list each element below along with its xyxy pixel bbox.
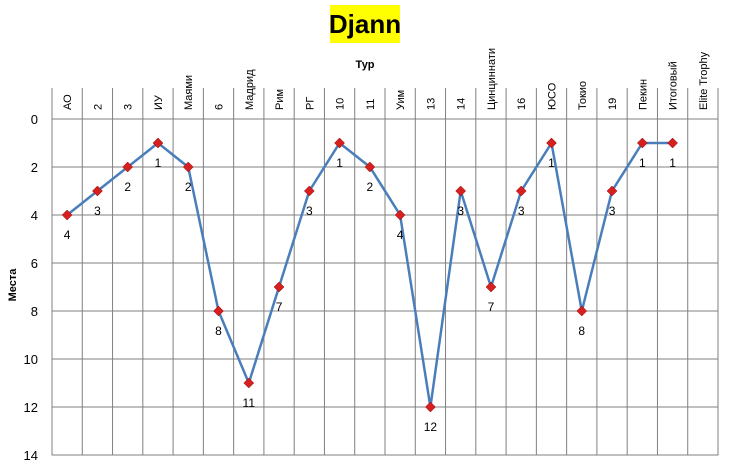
data-point bbox=[425, 401, 436, 413]
y-axis-title: Места bbox=[7, 268, 19, 302]
x-tick-label: 10 bbox=[335, 98, 347, 110]
data-label: 4 bbox=[64, 228, 71, 242]
x-tick-label: 19 bbox=[607, 98, 619, 110]
data-label: 3 bbox=[94, 204, 101, 218]
series-markers bbox=[61, 137, 678, 413]
x-tick-label: 11 bbox=[365, 99, 377, 110]
data-point bbox=[576, 305, 588, 317]
x-tick-label: Маями bbox=[183, 75, 195, 110]
x-tick-label: АО bbox=[62, 94, 74, 110]
data-point bbox=[364, 161, 376, 173]
data-point bbox=[455, 185, 467, 197]
data-point bbox=[515, 185, 527, 197]
x-tick-label: Цинциннати bbox=[486, 48, 498, 110]
chart-title: Djann bbox=[329, 9, 401, 39]
x-tick-label: Токио bbox=[577, 81, 589, 110]
data-label: 1 bbox=[336, 156, 343, 170]
x-tick-label: Уим bbox=[395, 90, 407, 110]
y-tick-label: 6 bbox=[31, 256, 38, 271]
x-tick-label: Итоговый bbox=[668, 61, 680, 110]
data-point bbox=[606, 185, 618, 197]
chart-title-box bbox=[330, 5, 400, 43]
data-point bbox=[213, 305, 224, 317]
y-tick-labels: 0 2 4 6 8 10 12 14 bbox=[24, 112, 38, 463]
data-point bbox=[667, 137, 678, 149]
y-tick-label: 4 bbox=[31, 208, 38, 223]
x-tick-label: ИУ bbox=[153, 94, 165, 110]
x-tick-label: 13 bbox=[425, 98, 437, 110]
x-tick-label: 16 bbox=[516, 98, 528, 110]
x-tick-label: Мадрид bbox=[244, 69, 256, 110]
data-label: 3 bbox=[518, 204, 525, 218]
x-tick-label: РГ bbox=[304, 97, 316, 110]
y-tick-label: 10 bbox=[24, 352, 38, 367]
x-axis-title: Тур bbox=[356, 59, 375, 71]
data-label: 12 bbox=[424, 420, 438, 434]
data-label: 7 bbox=[276, 300, 283, 314]
data-point bbox=[303, 185, 315, 197]
x-tick-label: Пекин bbox=[637, 79, 649, 110]
data-label: 4 bbox=[397, 228, 404, 242]
data-label: 2 bbox=[367, 180, 374, 194]
x-tick-label: ЮСО bbox=[547, 82, 559, 110]
data-point bbox=[243, 377, 255, 389]
data-point bbox=[61, 209, 73, 221]
x-tick-label: 2 bbox=[92, 104, 104, 110]
plot-frame bbox=[51, 118, 719, 456]
x-tick-label: 14 bbox=[456, 98, 468, 110]
data-point bbox=[546, 137, 557, 149]
data-label: 1 bbox=[548, 156, 555, 170]
x-tick-label: Elite Trophy bbox=[698, 51, 710, 110]
x-tick-label: 6 bbox=[214, 104, 226, 110]
y-tick-label: 12 bbox=[24, 400, 38, 415]
y-tick-label: 2 bbox=[31, 160, 38, 175]
data-point bbox=[92, 185, 103, 197]
data-point bbox=[273, 281, 285, 293]
x-tick-label: Рим bbox=[274, 89, 286, 110]
data-point bbox=[182, 161, 194, 173]
data-label: 3 bbox=[457, 204, 464, 218]
y-tick-label: 14 bbox=[24, 448, 38, 463]
grid-layer bbox=[51, 88, 719, 456]
data-label: 3 bbox=[306, 204, 313, 218]
y-tick-label: 8 bbox=[31, 304, 38, 319]
data-label: 8 bbox=[215, 324, 222, 338]
data-label: 8 bbox=[578, 324, 585, 338]
x-tick-labels: АО 2 3 ИУ Маями 6 Мадрид Рим РГ 10 11 Уим 13 14 Цинцин… bbox=[62, 48, 710, 110]
data-point bbox=[152, 137, 164, 149]
data-label: 2 bbox=[185, 180, 192, 194]
data-point bbox=[485, 281, 497, 293]
data-point bbox=[636, 137, 648, 149]
data-point bbox=[334, 137, 345, 149]
data-label: 7 bbox=[488, 300, 495, 314]
data-label: 3 bbox=[609, 204, 616, 218]
data-label: 1 bbox=[639, 156, 646, 170]
data-label: 11 bbox=[243, 396, 256, 410]
data-point bbox=[122, 161, 134, 173]
data-label: 1 bbox=[155, 156, 162, 170]
data-point bbox=[394, 209, 406, 221]
y-tick-label: 0 bbox=[31, 112, 38, 127]
x-tick-label: 3 bbox=[123, 104, 135, 110]
data-label: 2 bbox=[124, 180, 131, 194]
data-label: 1 bbox=[669, 156, 676, 170]
